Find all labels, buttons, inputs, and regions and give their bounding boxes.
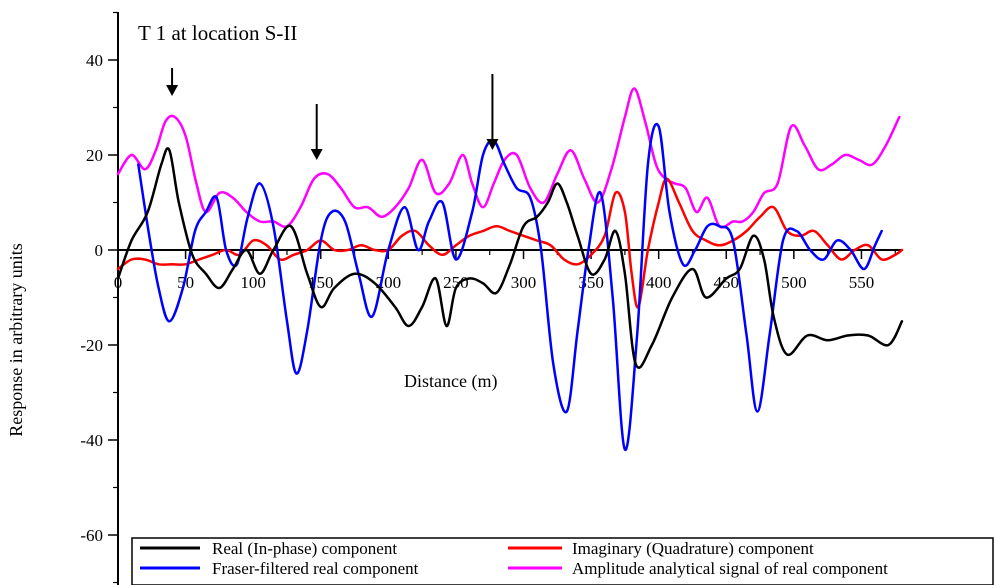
x-axis-title: Distance (m) xyxy=(404,371,497,392)
arrow-head xyxy=(166,85,179,96)
legend-item-amplitude-label: Amplitude analytical signal of real comp… xyxy=(572,559,888,578)
series-line-amplitude xyxy=(116,87,901,229)
legend-item-real-label: Real (In-phase) component xyxy=(212,539,397,558)
legend-box xyxy=(131,537,994,585)
legend-item-imaginary-label: Imaginary (Quadrature) component xyxy=(572,539,814,558)
legend: Real (In-phase) component Imaginary (Quad… xyxy=(131,537,994,585)
x-tick-label: 400 xyxy=(646,273,672,292)
y-axis-title: Response in arbitrary units xyxy=(6,243,26,436)
x-tick-label: 0 xyxy=(114,273,123,292)
chart-title: T 1 at location S-II xyxy=(138,21,297,45)
series-line-real xyxy=(116,147,904,369)
x-tick-label: 500 xyxy=(781,273,807,292)
series-layer xyxy=(116,87,904,451)
y-tick-label: 0 xyxy=(95,241,104,260)
y-tick-label: -60 xyxy=(80,526,103,545)
arrow-head xyxy=(486,139,499,150)
x-tick-label: 50 xyxy=(177,273,194,292)
series-line-imaginary xyxy=(116,177,904,309)
x-tick-label: 300 xyxy=(511,273,537,292)
x-tick-label: 550 xyxy=(849,273,875,292)
y-tick-label: 40 xyxy=(86,51,103,70)
x-tick-label: 250 xyxy=(443,273,469,292)
y-tick-label: 20 xyxy=(86,146,103,165)
series-line-fraser xyxy=(137,122,883,451)
arrow-head xyxy=(310,149,323,160)
legend-item-fraser-label: Fraser-filtered real component xyxy=(212,559,419,578)
x-tick-label: 100 xyxy=(240,273,266,292)
y-tick-label: -20 xyxy=(80,336,103,355)
arrows xyxy=(166,68,499,160)
y-tick-label: -40 xyxy=(80,431,103,450)
